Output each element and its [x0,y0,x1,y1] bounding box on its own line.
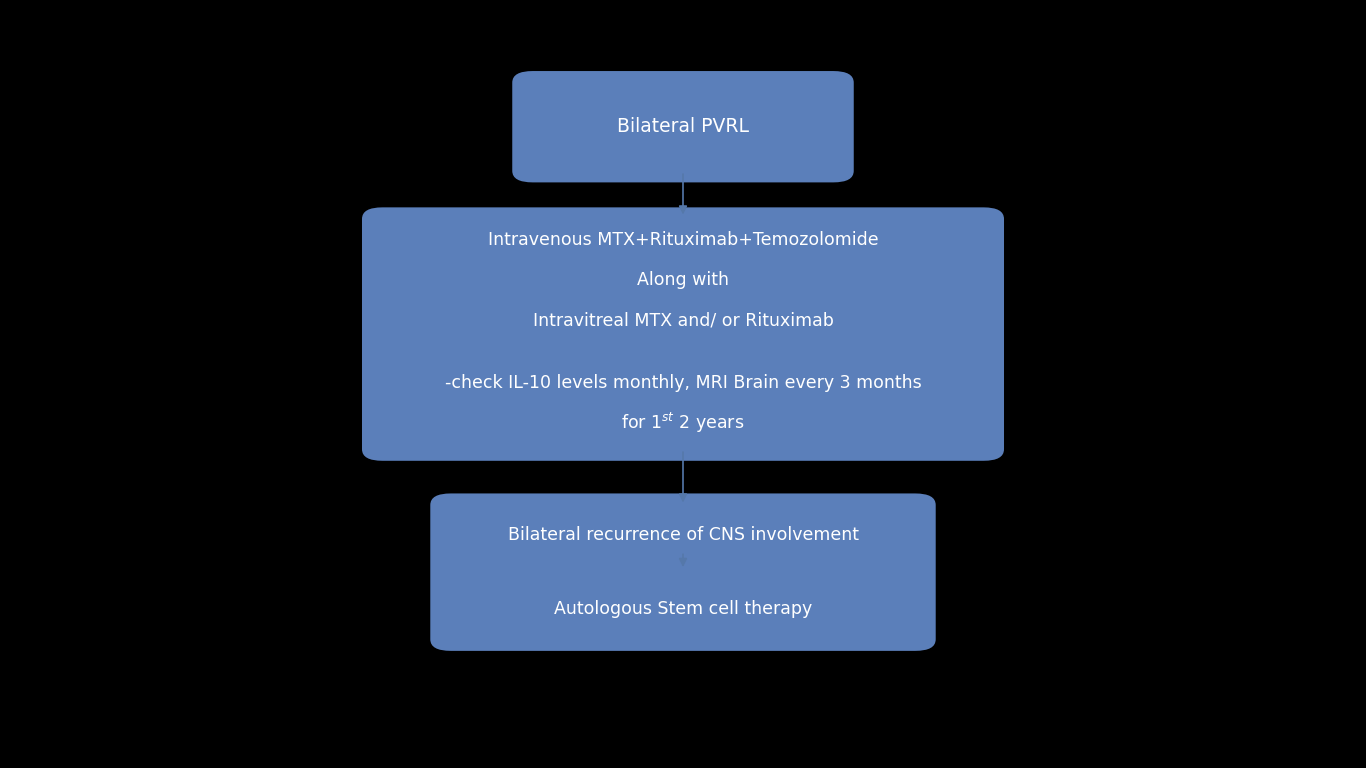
Text: Intravitreal MTX and/ or Rituximab: Intravitreal MTX and/ or Rituximab [533,311,833,329]
FancyBboxPatch shape [430,493,936,650]
Text: Along with: Along with [637,271,729,290]
Text: Intravenous MTX+Rituximab+Temozolomide: Intravenous MTX+Rituximab+Temozolomide [488,231,878,250]
Text: -check IL-10 levels monthly, MRI Brain every 3 months: -check IL-10 levels monthly, MRI Brain e… [444,374,922,392]
Text: Autologous Stem cell therapy: Autologous Stem cell therapy [553,600,813,618]
FancyBboxPatch shape [362,207,1004,461]
Text: for 1$^{st}$ 2 years: for 1$^{st}$ 2 years [622,411,744,435]
FancyBboxPatch shape [512,71,854,183]
Text: Bilateral recurrence of CNS involvement: Bilateral recurrence of CNS involvement [508,526,858,545]
Text: Bilateral PVRL: Bilateral PVRL [617,118,749,136]
